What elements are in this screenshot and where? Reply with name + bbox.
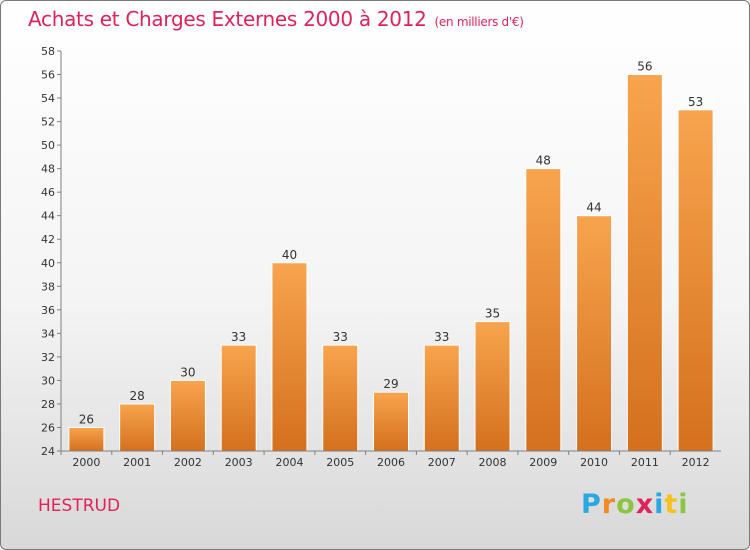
value-label-2011: 56 xyxy=(637,60,652,74)
y-tick-label-48: 48 xyxy=(41,163,55,176)
x-tick-label-2002: 2002 xyxy=(174,456,202,469)
value-label-2000: 26 xyxy=(79,412,94,426)
chart-subtitle: (en milliers d'€) xyxy=(434,15,524,29)
x-tick-label-2010: 2010 xyxy=(580,456,608,469)
bar-2012 xyxy=(677,109,714,452)
bar-2004 xyxy=(271,262,308,452)
value-label-2004: 40 xyxy=(282,248,297,262)
y-tick-label-36: 36 xyxy=(41,304,55,317)
bar-2011 xyxy=(626,74,663,452)
y-tick-label-42: 42 xyxy=(41,233,55,246)
y-tick-label-38: 38 xyxy=(41,280,55,293)
logo-letter: i xyxy=(654,489,665,520)
x-tick-label-2005: 2005 xyxy=(326,456,354,469)
value-label-2005: 33 xyxy=(333,330,348,344)
bar-2008 xyxy=(474,321,511,452)
bar-2000 xyxy=(68,426,105,452)
value-label-2006: 29 xyxy=(383,377,398,391)
y-tick-label-50: 50 xyxy=(41,139,55,152)
x-tick-label-2006: 2006 xyxy=(377,456,405,469)
bar-2003 xyxy=(220,344,257,452)
value-label-2008: 35 xyxy=(485,307,500,321)
x-tick-label-2008: 2008 xyxy=(479,456,507,469)
x-tick-label-2009: 2009 xyxy=(529,456,557,469)
bar-2009 xyxy=(525,168,562,452)
logo-letter: x xyxy=(635,489,655,520)
value-label-2009: 48 xyxy=(536,154,551,168)
x-tick-label-2011: 2011 xyxy=(631,456,659,469)
y-tick-label-30: 30 xyxy=(41,374,55,387)
bars-layer: 26 28 30 33 40 33 29 33 35 48 44 56 53 xyxy=(68,60,714,452)
x-tick-label-2012: 2012 xyxy=(682,456,710,469)
logo-letter: P xyxy=(581,489,602,520)
bar-2007 xyxy=(423,344,460,452)
logo-letter: r xyxy=(601,489,617,520)
bar-2010 xyxy=(576,215,613,452)
value-label-2003: 33 xyxy=(231,330,246,344)
y-tick-label-56: 56 xyxy=(41,69,55,82)
bar-2002 xyxy=(169,379,206,452)
logo-letter: t xyxy=(664,489,679,520)
y-tick-label-52: 52 xyxy=(41,116,55,129)
value-label-2007: 33 xyxy=(434,330,449,344)
value-label-2001: 28 xyxy=(130,389,145,403)
x-tick-label-2007: 2007 xyxy=(428,456,456,469)
y-tick-label-40: 40 xyxy=(41,257,55,270)
x-tick-label-2000: 2000 xyxy=(72,456,100,469)
proxiti-logo: Proxiti xyxy=(581,489,689,520)
bar-2001 xyxy=(119,403,156,452)
y-tick-label-24: 24 xyxy=(41,445,55,458)
value-label-2010: 44 xyxy=(586,201,601,215)
value-label-2002: 30 xyxy=(180,365,195,379)
y-tick-label-58: 58 xyxy=(41,45,55,58)
y-tick-label-44: 44 xyxy=(41,210,55,223)
axes-layer: 2000 2001 2002 2003 2004 2005 2006 2007 2008 2009… xyxy=(41,45,721,469)
value-label-2012: 53 xyxy=(688,95,703,109)
logo-letter: o xyxy=(616,489,636,520)
y-tick-label-28: 28 xyxy=(41,398,55,411)
x-tick-label-2004: 2004 xyxy=(275,456,303,469)
logo-letter: i xyxy=(678,489,689,520)
bar-2005 xyxy=(322,344,359,452)
x-tick-label-2003: 2003 xyxy=(225,456,253,469)
y-tick-label-32: 32 xyxy=(41,351,55,364)
y-tick-label-46: 46 xyxy=(41,186,55,199)
x-tick-label-2001: 2001 xyxy=(123,456,151,469)
commune-name: HESTRUD xyxy=(38,496,121,516)
y-tick-label-34: 34 xyxy=(41,327,55,340)
bar-2006 xyxy=(373,391,409,452)
y-tick-label-54: 54 xyxy=(41,92,55,105)
chart-title: Achats et Charges Externes 2000 à 2012 (e… xyxy=(28,7,524,31)
chart-title-text: Achats et Charges Externes 2000 à 2012 xyxy=(28,7,427,31)
y-tick-label-26: 26 xyxy=(41,421,55,434)
